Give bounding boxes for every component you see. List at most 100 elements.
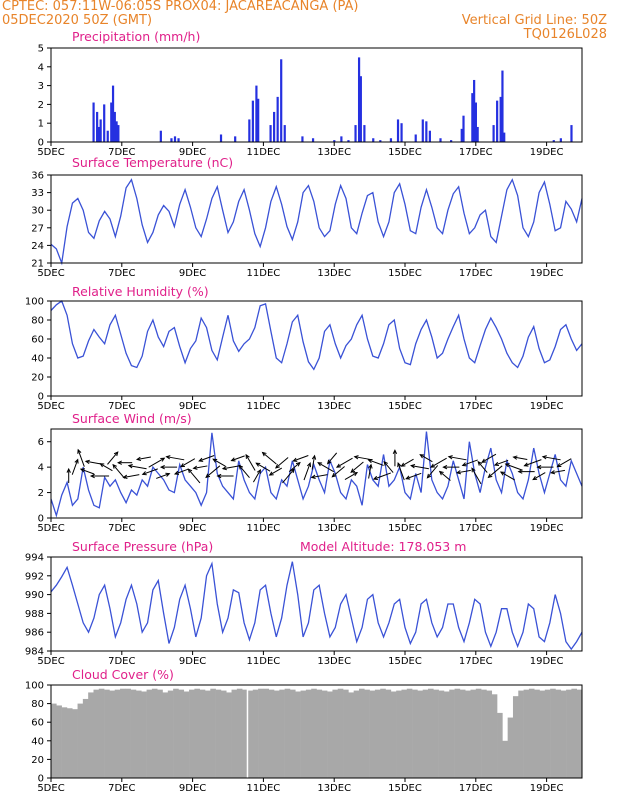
wind-arrow xyxy=(397,462,405,481)
wind-arrow xyxy=(148,457,165,468)
cloud-bar xyxy=(412,689,418,778)
wind-arrow xyxy=(193,465,208,469)
cloud-bar xyxy=(72,709,78,778)
wind-arrow xyxy=(439,471,451,481)
cloud-bar xyxy=(443,691,450,778)
cloud-bar xyxy=(465,690,471,778)
wind-arrow-head xyxy=(549,470,556,475)
wind-arrow xyxy=(199,455,215,462)
wind-arrow-head xyxy=(173,470,180,475)
wind-arrow xyxy=(430,457,447,468)
wind-arrow-head xyxy=(113,451,119,457)
header-model-id: TQ0126L028 xyxy=(523,27,607,42)
wind-arrow xyxy=(311,474,328,478)
cloud-bar xyxy=(406,688,413,778)
x-tick-label: 19DEC xyxy=(530,147,564,158)
wind-arrow-head xyxy=(230,457,236,462)
precip-bar xyxy=(111,85,115,142)
wind-arrow xyxy=(107,451,119,465)
precip-bar xyxy=(552,140,555,142)
wind-arrow xyxy=(373,472,392,480)
x-tick-label: 9DEC xyxy=(179,147,206,158)
cloud-bar xyxy=(497,712,503,778)
wind-arrow xyxy=(542,456,561,461)
wind-arrow xyxy=(462,459,478,466)
wind-arrow-head xyxy=(216,473,222,479)
panel-title: Surface Temperature (nC) xyxy=(72,155,233,170)
precip-bar xyxy=(428,130,431,142)
y-tick-label: 20 xyxy=(31,373,44,384)
y-tick-label: 60 xyxy=(31,718,44,729)
y-tick-label: 100 xyxy=(25,297,44,308)
cloud-bar xyxy=(189,689,195,778)
wind-arrow xyxy=(448,456,467,461)
y-tick-label: 2 xyxy=(38,100,44,111)
cloud-bar xyxy=(327,691,333,778)
wind-arrow xyxy=(231,455,245,462)
cloud-bar xyxy=(550,688,556,778)
wind-arrow-head xyxy=(405,475,411,480)
y-tick-label: 0 xyxy=(38,138,44,149)
wind-arrow-head xyxy=(372,475,378,481)
y-tick-label: 6 xyxy=(38,437,44,448)
precip-bar xyxy=(280,59,283,142)
wind-arrow-head xyxy=(99,463,105,468)
wind-arrow xyxy=(77,449,85,467)
cloud-bar xyxy=(226,692,232,778)
wind-arrow-head xyxy=(353,455,359,460)
precip-bar xyxy=(501,70,504,142)
wind-arrow xyxy=(137,456,151,460)
wind-arrow-head xyxy=(419,454,425,459)
cloud-bar xyxy=(364,689,370,778)
cloud-bar xyxy=(141,691,147,778)
wind-arrow xyxy=(406,472,422,480)
wind-arrow xyxy=(505,463,523,471)
wind-arrow xyxy=(174,468,189,475)
cloud-bar xyxy=(481,689,487,778)
x-tick-label: 7DEC xyxy=(108,523,135,534)
wind-arrow-head xyxy=(205,473,211,479)
y-tick-label: 33 xyxy=(31,188,44,199)
cloud-bar xyxy=(454,688,461,778)
cloud-bar xyxy=(555,689,562,778)
cloud-bar xyxy=(220,690,227,778)
cloud-bar xyxy=(518,690,524,778)
header-date: 05DEC2020 50Z (GMT) xyxy=(2,13,153,28)
x-tick-label: 11DEC xyxy=(247,268,281,279)
cloud-bar xyxy=(236,688,243,778)
wind-arrow-head xyxy=(556,463,562,468)
cloud-bar xyxy=(167,690,174,778)
wind-arrow-head xyxy=(192,465,198,470)
wind-arrow xyxy=(488,465,503,478)
x-tick-label: 11DEC xyxy=(247,147,281,158)
precip-bar xyxy=(173,136,177,142)
cloud-bar xyxy=(151,688,158,778)
cloud-bar xyxy=(438,690,445,778)
panel-temp: 21 24 27 30 33 36 5DEC 7DEC 9DEC 11DEC 13DEC 15DEC 1… xyxy=(31,155,583,279)
cloud-bar xyxy=(417,690,423,778)
y-tick-label: 0 xyxy=(38,514,44,525)
wind-arrow-head xyxy=(331,472,337,478)
cloud-bar xyxy=(470,689,477,778)
cloud-bar xyxy=(523,689,530,778)
wind-arrow-head xyxy=(165,455,171,460)
wind-arrow xyxy=(282,468,295,484)
wind-arrow-head xyxy=(487,473,493,479)
header-station: CPTEC: 057:11W-06:05S PROX04: JACAREACAN… xyxy=(2,0,359,14)
cloud-bar xyxy=(491,694,498,778)
precip-bar xyxy=(379,140,382,142)
x-tick-label: 19DEC xyxy=(530,656,564,667)
x-tick-label: 11DEC xyxy=(247,783,281,794)
wind-arrow xyxy=(112,464,126,479)
wind-arrow xyxy=(477,461,488,473)
y-tick-label: 40 xyxy=(31,354,44,365)
cloud-bar xyxy=(268,689,275,778)
precip-bar xyxy=(496,100,499,142)
cloud-bar xyxy=(295,691,301,778)
cloud-bar xyxy=(544,689,551,778)
precip-bar xyxy=(357,57,361,142)
y-tick-label: 20 xyxy=(31,755,44,766)
precip-bar xyxy=(425,121,428,142)
precip-bar xyxy=(251,100,254,142)
panel-title: Precipitation (mm/h) xyxy=(72,29,200,44)
